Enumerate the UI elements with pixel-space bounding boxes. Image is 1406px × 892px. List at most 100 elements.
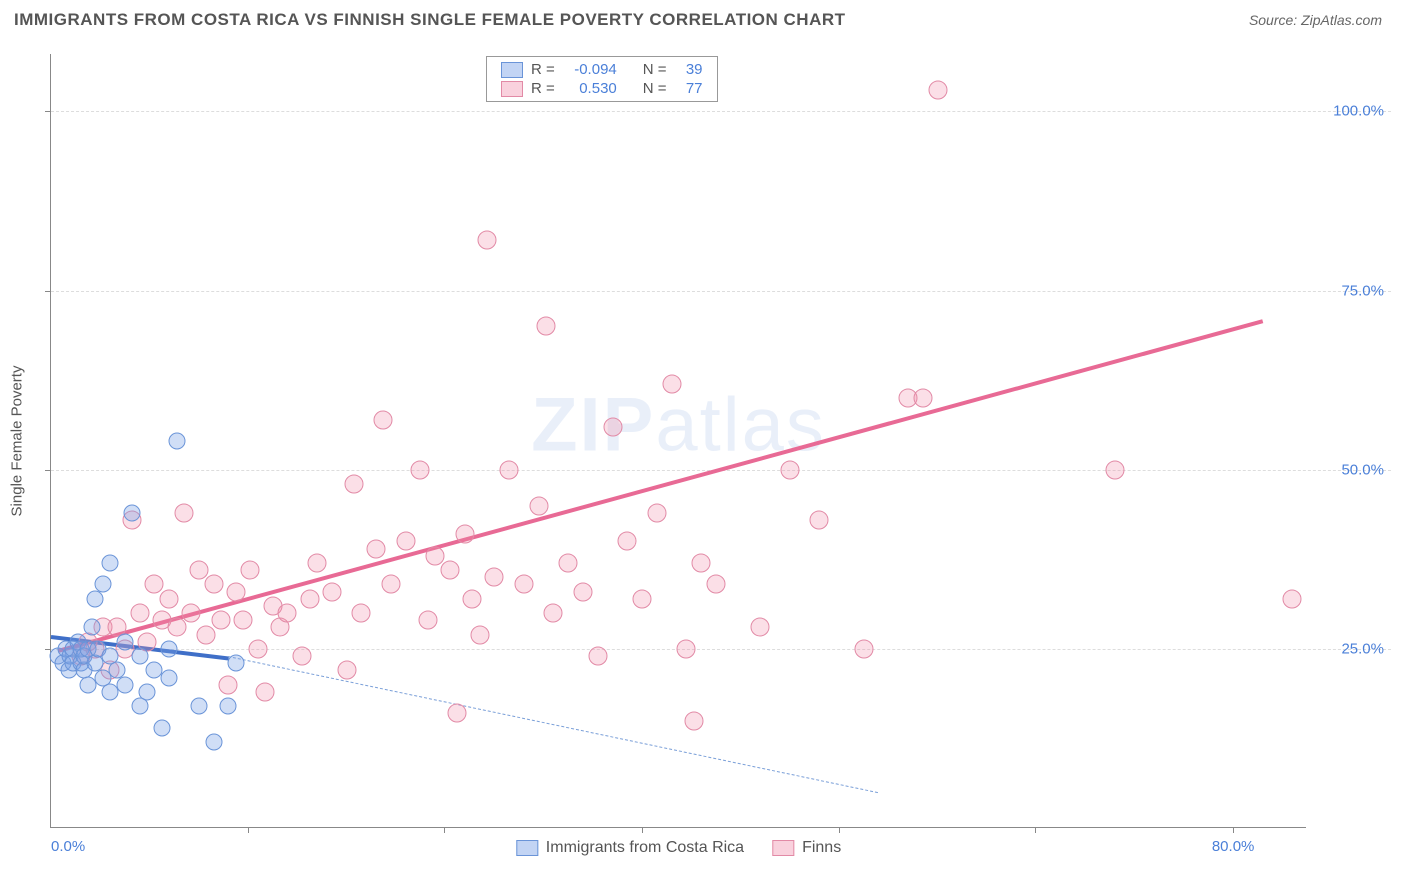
x-tick-label: 80.0%	[1212, 838, 1255, 855]
scatter-point	[352, 604, 371, 623]
scatter-point	[448, 704, 467, 723]
scatter-point	[500, 460, 519, 479]
scatter-point	[396, 532, 415, 551]
x-tick-label: 0.0%	[51, 838, 85, 855]
scatter-point	[411, 460, 430, 479]
scatter-point	[124, 504, 141, 521]
scatter-point	[116, 676, 133, 693]
scatter-point	[205, 734, 222, 751]
scatter-point	[234, 611, 253, 630]
swatch-blue	[501, 62, 523, 78]
scatter-point	[190, 698, 207, 715]
scatter-point	[618, 532, 637, 551]
scatter-point	[810, 510, 829, 529]
scatter-point	[418, 611, 437, 630]
series-legend: Immigrants from Costa Rica Finns	[516, 839, 841, 857]
scatter-point	[706, 575, 725, 594]
y-tick-label: 50.0%	[1341, 461, 1384, 478]
legend-item-costa-rica: Immigrants from Costa Rica	[516, 839, 744, 857]
scatter-point	[588, 647, 607, 666]
scatter-point	[662, 374, 681, 393]
scatter-point	[647, 503, 666, 522]
correlation-legend: R = -0.094 N = 39 R = 0.530 N = 77	[486, 56, 718, 102]
scatter-point	[219, 675, 238, 694]
scatter-point	[248, 639, 267, 658]
trend-line	[58, 319, 1263, 652]
scatter-point	[603, 417, 622, 436]
scatter-point	[913, 389, 932, 408]
scatter-point	[130, 604, 149, 623]
scatter-point	[145, 575, 164, 594]
swatch-pink	[772, 840, 794, 856]
scatter-point	[374, 410, 393, 429]
scatter-point	[529, 496, 548, 515]
scatter-point	[780, 460, 799, 479]
watermark: ZIPatlas	[531, 382, 826, 469]
swatch-blue	[516, 840, 538, 856]
scatter-point	[426, 546, 445, 565]
chart-title: IMMIGRANTS FROM COSTA RICA VS FINNISH SI…	[14, 10, 846, 30]
source-attribution: Source: ZipAtlas.com	[1249, 12, 1382, 28]
grid-line-h	[51, 111, 1391, 112]
y-axis-title: Single Female Poverty	[9, 365, 26, 516]
y-tick-label: 100.0%	[1333, 103, 1384, 120]
scatter-point	[189, 561, 208, 580]
scatter-point	[751, 618, 770, 637]
chart-container: ZIPatlas Single Female Poverty R = -0.09…	[50, 54, 1390, 844]
legend-row-pink: R = 0.530 N = 77	[487, 79, 717, 98]
scatter-point	[928, 80, 947, 99]
scatter-point	[227, 655, 244, 672]
scatter-point	[168, 433, 185, 450]
scatter-point	[161, 640, 178, 657]
scatter-point	[167, 618, 186, 637]
legend-item-finns: Finns	[772, 839, 841, 857]
scatter-point	[293, 647, 312, 666]
scatter-point	[633, 589, 652, 608]
scatter-point	[485, 568, 504, 587]
scatter-point	[131, 648, 148, 665]
scatter-point	[514, 575, 533, 594]
scatter-point	[854, 639, 873, 658]
scatter-point	[537, 317, 556, 336]
scatter-point	[470, 625, 489, 644]
scatter-point	[278, 604, 297, 623]
trend-line	[228, 656, 878, 793]
scatter-point	[102, 554, 119, 571]
scatter-point	[1105, 460, 1124, 479]
scatter-point	[440, 561, 459, 580]
scatter-point	[174, 503, 193, 522]
scatter-point	[344, 475, 363, 494]
y-tick-label: 25.0%	[1341, 640, 1384, 657]
scatter-point	[220, 698, 237, 715]
scatter-point	[684, 711, 703, 730]
scatter-point	[455, 525, 474, 544]
scatter-point	[226, 582, 245, 601]
scatter-point	[544, 604, 563, 623]
scatter-point	[367, 539, 386, 558]
scatter-point	[322, 582, 341, 601]
scatter-point	[241, 561, 260, 580]
scatter-point	[211, 611, 230, 630]
legend-row-blue: R = -0.094 N = 39	[487, 60, 717, 79]
scatter-point	[153, 719, 170, 736]
scatter-point	[559, 553, 578, 572]
scatter-point	[256, 682, 275, 701]
plot-area: ZIPatlas Single Female Poverty R = -0.09…	[50, 54, 1306, 828]
scatter-point	[381, 575, 400, 594]
scatter-point	[84, 619, 101, 636]
scatter-point	[692, 553, 711, 572]
grid-line-h	[51, 291, 1391, 292]
scatter-point	[1283, 589, 1302, 608]
scatter-point	[182, 604, 201, 623]
y-tick-label: 75.0%	[1341, 282, 1384, 299]
scatter-point	[463, 589, 482, 608]
scatter-point	[197, 625, 216, 644]
scatter-point	[204, 575, 223, 594]
scatter-point	[300, 589, 319, 608]
swatch-pink	[501, 81, 523, 97]
scatter-point	[307, 553, 326, 572]
scatter-point	[116, 633, 133, 650]
scatter-point	[337, 661, 356, 680]
scatter-point	[94, 576, 111, 593]
scatter-point	[477, 231, 496, 250]
